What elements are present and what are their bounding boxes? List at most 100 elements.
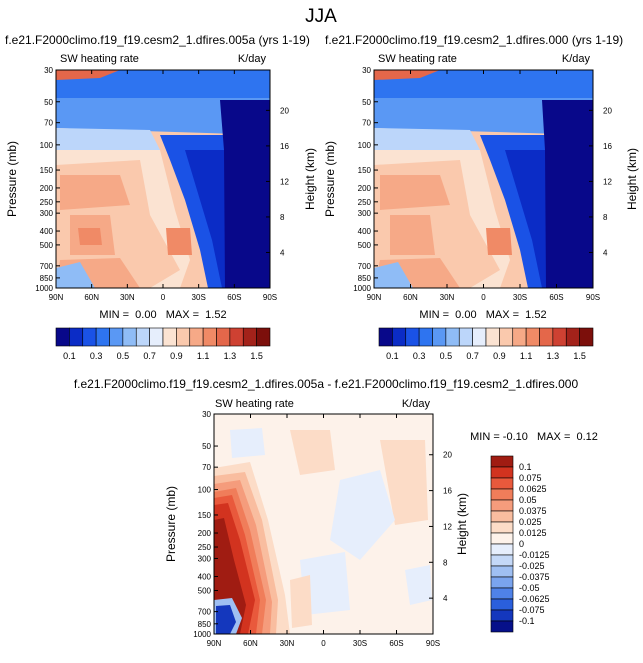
panel-1-ytick-label: 400 [40,227,54,236]
panel-3-ytick-label: 30 [202,410,211,419]
panel-3-colorbar-label: 0.0125 [519,528,547,538]
panel-3-colorbar-label: -0.025 [519,561,545,571]
panel-1-colorbar-label: 1.3 [224,351,237,361]
panel-3-axes: 90N 60N 30N 0 30S 60S 90S 30 50 70 100 150 200 250 300… [193,410,452,648]
panel-3-colorbar-box [490,499,514,512]
panel-2-xtick-label: 90S [586,293,600,302]
panel-2-ytick-label: 30 [362,66,371,75]
panel-1-stats: MIN = 0.00 MAX = 1.52 [99,309,226,321]
panel-2-xtick-label: 0 [481,293,486,302]
panel-3: f.e21.F2000climo.f19_f19.cesm2_1.dfires.… [74,377,598,648]
panel-3-colorbar-label: 0.0375 [519,506,547,516]
panel-2-xtick-label: 60S [549,293,563,302]
panel-2-colorbar-box [512,327,527,347]
panel-1-colorbar-box [229,327,244,347]
panel-2-ytick-label: 150 [358,166,372,175]
panel-2-colorbar-box [579,327,594,347]
panel-2-height-tick-label: 16 [603,142,612,151]
panel-2-axes: 90N 60N 30N 0 30S 60S 90S 30 50 70 100 150 200 250 300… [353,66,612,302]
panel-3-colorbar-label: 0.1 [519,462,532,472]
panel-1-ytick-label: 300 [40,209,54,218]
panel-3-ytick-label: 100 [198,486,212,495]
panel-3-subtitle-right: K/day [402,398,431,410]
panel-1-height-tick-label: 8 [280,213,285,222]
panel-1-ytick-label: 850 [40,274,54,283]
panel-1-subtitle-left: SW heating rate [60,53,139,65]
panel-2-colorbar-label: 0.5 [440,351,453,361]
panel-1-colorbar-box [176,327,191,347]
panel-3-ylabel: Pressure (mb) [164,486,178,562]
panel-2-colorbar-box [392,327,407,347]
panel-3-colorbar-box [490,598,514,611]
panel-3-colorbar-box [490,510,514,523]
panel-3-colorbar-box [490,543,514,556]
panel-2-ylabel: Pressure (mb) [323,141,337,217]
panel-1-ytick-label: 70 [44,119,53,128]
panel-1-colorbar-box [256,327,271,347]
panel-1-colorbar-box [82,327,97,347]
panel-1-title: f.e21.F2000climo.f19_f19.cesm2_1.dfires.… [5,33,310,47]
panel-1-colorbar-label: 1.1 [197,351,210,361]
panel-1: f.e21.F2000climo.f19_f19.cesm2_1.dfires.… [5,33,317,361]
panel-2-ytick-label: 500 [358,241,372,250]
panel-1-colorbar-box [202,327,217,347]
panel-3-colorbar-box [490,554,514,567]
panel-3-ytick-label: 70 [202,463,211,472]
panel-2-field [374,70,593,288]
panel-3-colorbar-label: -0.1 [519,616,535,626]
panel-3-colorbar-box [490,477,514,490]
panel-3-ylabel-right: Height (km) [455,493,469,555]
panel-2-height-tick-label: 4 [603,248,608,257]
panel-2-ylabel-right: Height (km) [625,148,639,210]
panel-2-colorbar-box [445,327,460,347]
panel-3-ytick-label: 150 [198,511,212,520]
panel-2-ytick-label: 300 [358,209,372,218]
panel-1-axes: 90N 60N 30N 0 30S 60S 90S 30 50 70 100 150 200 250 300… [35,66,289,302]
panel-1-ytick-label: 200 [40,184,54,193]
panel-3-colorbar-box [490,532,514,545]
panel-3-colorbar-box [490,587,514,600]
panel-1-height-tick-label: 16 [280,142,289,151]
panel-1-ytick-label: 150 [40,166,54,175]
panel-2-colorbar-box [458,327,473,347]
panel-2-ytick-label: 700 [358,262,372,271]
panel-3-subtitle-left: SW heating rate [215,398,294,410]
panel-3-colorbar-box [490,620,514,633]
panel-1-colorbar-box [149,327,164,347]
panel-1-colorbar-label: 0.5 [117,351,130,361]
panel-1-colorbar-label: 1.5 [250,351,263,361]
panel-1-colorbar-label: 0.9 [170,351,183,361]
panel-2-colorbar-box [432,327,447,347]
panel-3-colorbar-label: 0.0625 [519,484,547,494]
panel-3-height-tick-label: 4 [443,594,448,603]
panel-2: f.e21.F2000climo.f19_f19.cesm2_1.dfires.… [323,33,639,361]
panel-3-xtick-label: 0 [321,639,326,648]
panel-2-ytick-label: 50 [362,98,371,107]
panel-2-colorbar-box [539,327,554,347]
panel-3-xtick-label: 60S [389,639,403,648]
panel-1-xtick-label: 90N [49,293,64,302]
panel-3-xtick-label: 90S [426,639,440,648]
panel-3-colorbar-box [490,521,514,534]
panel-1-colorbar-box [55,327,70,347]
panel-1-xtick-label: 90S [263,293,277,302]
panel-1-xtick-label: 60N [84,293,99,302]
panel-2-xtick-label: 60N [403,293,418,302]
panel-3-ytick-label: 850 [198,620,212,629]
panel-2-colorbar-box [378,327,393,347]
panel-1-height-tick-label: 20 [280,106,289,115]
panel-2-colorbar-box [485,327,500,347]
panel-1-colorbar-label: 0.1 [63,351,76,361]
panel-1-ytick-label: 700 [40,262,54,271]
panel-2-ytick-label: 70 [362,119,371,128]
panel-1-colorbar-box [122,327,137,347]
panel-3-colorbar: 0.10.0750.06250.050.03750.0250.01250-0.0… [490,455,550,633]
panel-2-colorbar-box [418,327,433,347]
panel-3-colorbar-box [490,609,514,622]
panel-1-height-tick-label: 4 [280,248,285,257]
panel-3-height-tick-label: 20 [443,451,452,460]
panel-3-ytick-label: 250 [198,543,212,552]
panel-2-colorbar-label: 1.1 [520,351,533,361]
panel-3-xtick-label: 60N [243,639,258,648]
panel-3-ytick-label: 400 [198,573,212,582]
